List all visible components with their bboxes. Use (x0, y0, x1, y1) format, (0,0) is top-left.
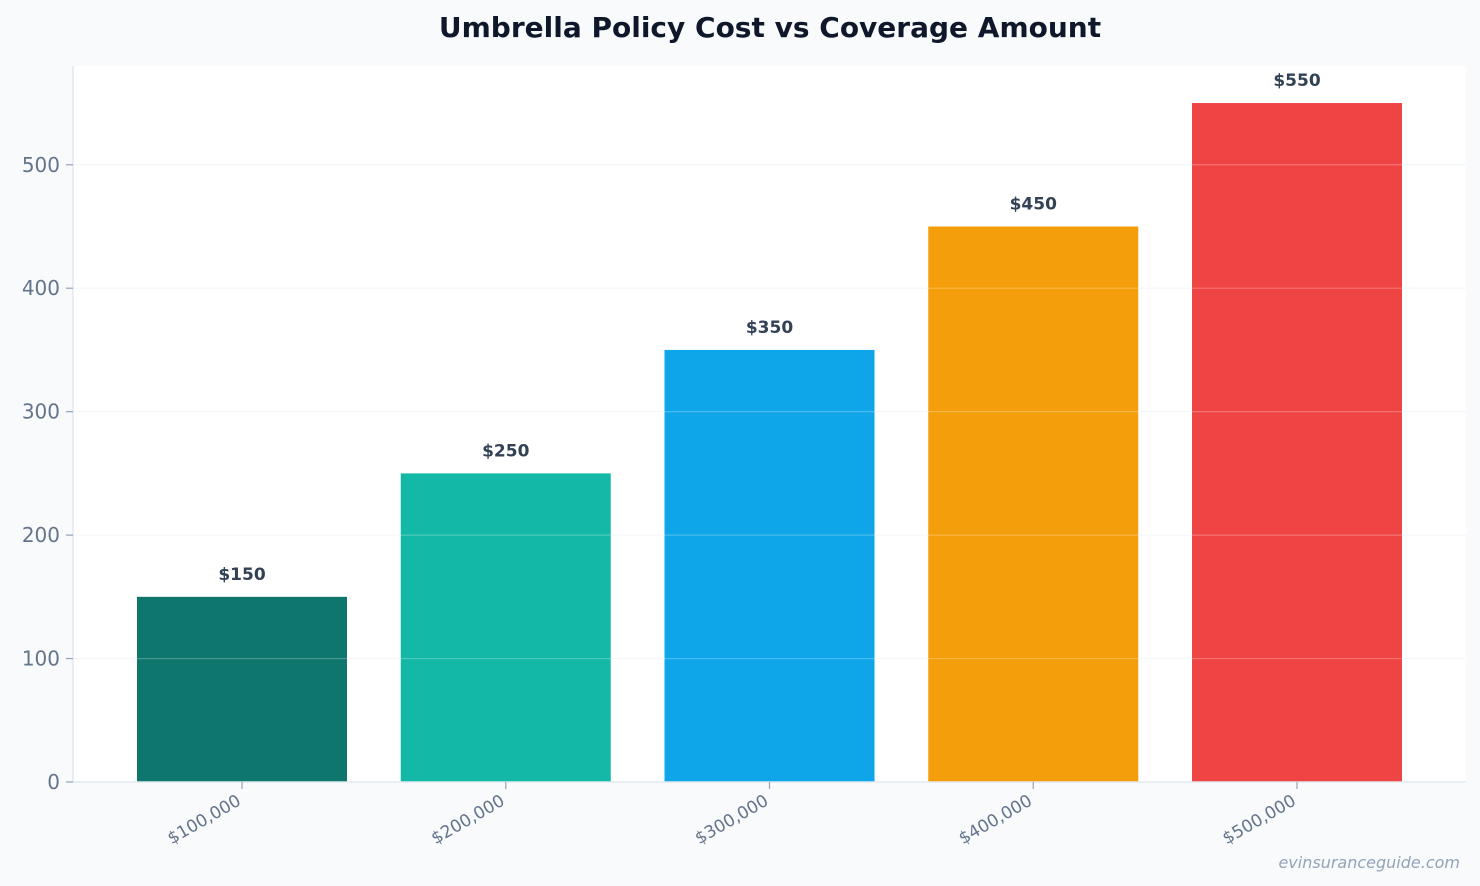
x-tick-label: $100,000 (164, 791, 244, 849)
data-labels: $150 $250 $350 $450 $550 (218, 71, 1320, 585)
bar (928, 226, 1139, 782)
y-tick-label: 400 (22, 276, 60, 300)
bar (400, 473, 611, 782)
data-label: $450 (1010, 194, 1057, 214)
x-axis-ticks: $100,000 $200,000 $300,000 $400,000 $500,000 (164, 782, 1300, 849)
y-tick-label: 0 (47, 770, 60, 794)
y-tick-label: 300 (22, 400, 60, 424)
chart-title: Umbrella Policy Cost vs Coverage Amount (439, 11, 1101, 44)
bar (1192, 103, 1402, 782)
x-tick-label: $300,000 (692, 791, 772, 849)
x-tick-label: $400,000 (955, 791, 1035, 849)
data-label: $250 (482, 441, 529, 461)
data-label: $350 (746, 318, 793, 338)
data-label: $550 (1273, 71, 1320, 91)
x-tick-label: $500,000 (1219, 791, 1299, 849)
y-tick-label: 500 (22, 153, 60, 177)
y-tick-label: 100 (22, 647, 60, 671)
data-label: $150 (218, 565, 265, 585)
x-tick-label: $200,000 (428, 791, 508, 849)
y-axis-ticks: 0 100 200 300 400 500 (22, 153, 73, 794)
overlay-gridlines (73, 164, 1466, 660)
watermark: evinsuranceguide.com (1278, 853, 1460, 872)
bar (137, 596, 347, 782)
y-tick-label: 200 (22, 523, 60, 547)
bars (137, 103, 1402, 782)
bar (664, 349, 875, 782)
